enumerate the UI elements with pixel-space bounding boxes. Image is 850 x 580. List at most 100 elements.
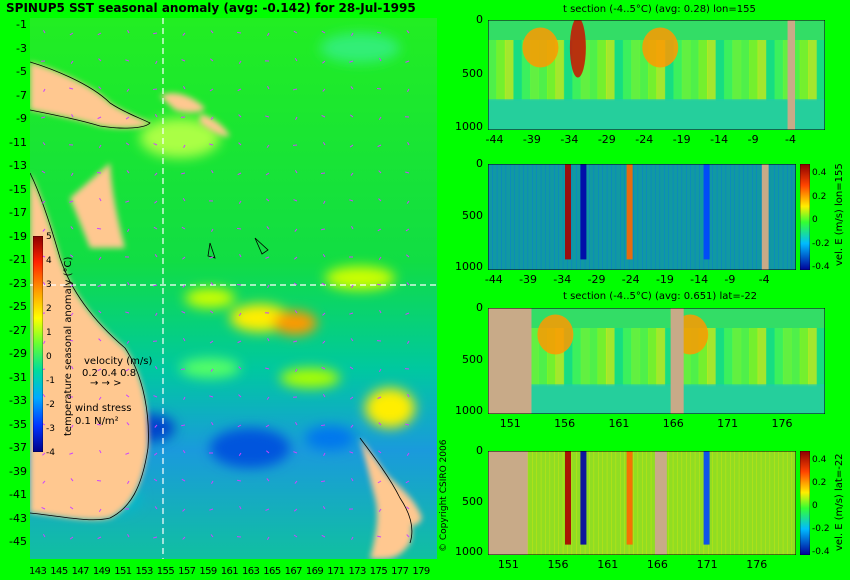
velocity-arrow xyxy=(322,394,326,398)
velocity-arrow xyxy=(125,200,130,203)
velocity-arrow xyxy=(126,88,130,92)
velocity-arrow xyxy=(406,452,410,456)
velocity-arrow xyxy=(405,312,410,315)
velocity-arrow xyxy=(377,535,382,538)
velocity-arrow xyxy=(378,422,382,426)
velocity-arrow xyxy=(321,228,326,231)
map-y-tick: -41 xyxy=(9,488,27,501)
velocity-section-plot xyxy=(488,451,796,555)
velocity-arrow xyxy=(69,284,74,288)
map-y-tick: -21 xyxy=(9,253,27,266)
map-x-tick: 179 xyxy=(412,566,430,577)
section-x-tick: 156 xyxy=(547,558,569,571)
velocity-arrow xyxy=(405,480,410,484)
velocity-colorbar-tick: -0.4 xyxy=(812,547,830,557)
velocity-arrow xyxy=(126,422,130,426)
section-x-tick: 176 xyxy=(746,558,768,571)
velocity-arrow xyxy=(70,478,74,482)
velocity-arrow xyxy=(69,32,74,36)
velocity-arrow xyxy=(97,32,102,36)
velocity-arrow xyxy=(211,480,214,485)
section-x-tick: -9 xyxy=(747,133,759,146)
velocity-arrow xyxy=(209,58,214,62)
velocity-colorbar-tick: -0.2 xyxy=(812,238,830,249)
velocity-arrow xyxy=(321,424,326,427)
section-x-tick: -9 xyxy=(724,273,736,286)
velocity-arrow xyxy=(406,340,410,344)
velocity-arrow xyxy=(265,508,270,511)
velocity-arrow xyxy=(153,226,158,230)
section-x-tick: 166 xyxy=(646,558,668,571)
section-y-tick: 0 xyxy=(476,444,483,457)
velocity-arrow xyxy=(42,452,46,456)
velocity-colorbar-tick: 0.4 xyxy=(812,455,827,465)
velocity-arrow xyxy=(155,312,158,317)
map-colorbar-tick: -4 xyxy=(46,448,55,458)
velocity-arrow xyxy=(209,508,214,511)
velocity-arrow xyxy=(97,116,102,120)
velocity-arrow xyxy=(350,172,354,176)
section-x-tick: 151 xyxy=(497,558,519,571)
velocity-arrow xyxy=(321,30,326,34)
velocity-arrow xyxy=(350,424,354,428)
velocity-arrow xyxy=(42,480,46,484)
map-x-tick: 171 xyxy=(327,566,345,577)
velocity-arrow xyxy=(322,312,326,316)
map-colorbar-tick: 1 xyxy=(46,328,52,338)
velocity-arrow xyxy=(96,479,102,482)
velocity-arrow xyxy=(210,368,214,372)
velocity-arrow xyxy=(127,228,130,233)
velocity-colorbar xyxy=(800,451,810,555)
velocity-arrow xyxy=(321,115,326,118)
velocity-arrow xyxy=(321,366,326,370)
section-y-tick: 0 xyxy=(476,13,483,26)
velocity-arrow xyxy=(97,227,102,230)
velocity-arrow xyxy=(97,368,102,372)
map-colorbar-tick: 5 xyxy=(46,232,52,242)
section-title: t section (-4..5°C) (avg: 0.651) lat=-22 xyxy=(563,291,758,302)
section-x-tick: -19 xyxy=(672,133,691,146)
velocity-arrow xyxy=(294,310,298,314)
velocity-arrow xyxy=(378,256,382,260)
velocity-arrow xyxy=(99,197,102,202)
velocity-arrow xyxy=(238,60,242,64)
velocity-arrow xyxy=(153,142,158,146)
map-x-tick: 159 xyxy=(199,566,217,577)
velocity-arrow xyxy=(293,534,298,538)
section-y-tick: 1000 xyxy=(455,545,483,559)
velocity-arrow xyxy=(294,256,298,260)
velocity-arrow xyxy=(181,424,186,427)
velocity-arrow xyxy=(407,141,410,146)
velocity-arrow xyxy=(322,254,326,258)
section-x-tick: 166 xyxy=(662,417,684,430)
section-x-tick: -14 xyxy=(690,273,709,286)
velocity-arrow xyxy=(98,58,102,62)
velocity-arrow xyxy=(349,114,354,118)
velocity-arrow xyxy=(236,283,242,286)
velocity-arrow xyxy=(237,479,242,482)
velocity-arrow xyxy=(181,172,186,175)
map-y-tick: -11 xyxy=(9,135,27,149)
section-x-tick: 176 xyxy=(771,417,793,430)
velocity-arrow xyxy=(294,421,298,426)
map-y-tick: -25 xyxy=(9,300,27,313)
velocity-arrow xyxy=(266,226,270,230)
velocity-arrow xyxy=(98,310,102,314)
velocity-arrow xyxy=(267,85,270,90)
velocity-arrow xyxy=(125,311,130,314)
velocity-arrow xyxy=(70,226,74,230)
velocity-arrow xyxy=(322,88,326,92)
velocity-arrow xyxy=(406,534,410,538)
velocity-arrow xyxy=(265,172,270,176)
velocity-arrow xyxy=(265,115,270,118)
velocity-colorbar-tick: 0.4 xyxy=(812,168,827,178)
velocity-arrow xyxy=(154,506,158,510)
section-y-tick: 1000 xyxy=(455,120,483,134)
velocity-arrow xyxy=(351,477,354,482)
map-x-tick: 169 xyxy=(305,566,324,577)
velocity-arrow xyxy=(97,536,102,540)
map-x-tick: 173 xyxy=(348,566,367,577)
map-y-tick: -33 xyxy=(9,394,27,407)
velocity-colorbar-tick: 0.2 xyxy=(812,478,827,488)
velocity-arrow xyxy=(182,338,186,342)
